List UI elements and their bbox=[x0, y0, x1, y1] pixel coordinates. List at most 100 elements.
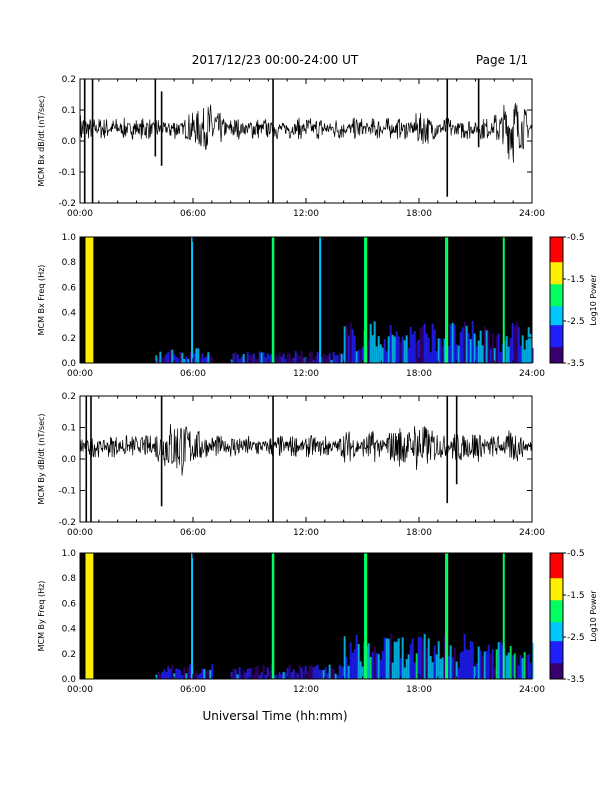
spectrogram-activity-cell bbox=[401, 637, 404, 679]
colorbar-cell bbox=[550, 331, 563, 336]
spectrogram-activity-cell bbox=[423, 323, 426, 363]
spectrogram-activity-cell bbox=[173, 673, 176, 679]
spectrogram-activity-cell bbox=[284, 672, 287, 679]
colorbar-cell bbox=[550, 593, 563, 598]
spectrogram-activity-cell bbox=[473, 333, 476, 363]
spectrogram-activity-cell bbox=[405, 659, 408, 679]
colorbar-cell bbox=[550, 237, 563, 241]
spectrogram-activity-cell bbox=[499, 351, 502, 363]
spectrogram-activity-cell bbox=[447, 345, 450, 363]
spectrogram-activity-cell bbox=[357, 643, 360, 679]
spectrogram-activity-cell bbox=[511, 323, 514, 363]
spectrogram-activity-cell bbox=[330, 668, 333, 679]
spectrogram-activity-cell bbox=[189, 664, 192, 679]
spectrogram-activity-cell bbox=[240, 356, 243, 363]
spectrogram-activity-cell bbox=[209, 669, 212, 679]
colorbar-cell bbox=[550, 322, 563, 326]
spectrogram-activity-cell bbox=[421, 326, 424, 363]
spectrogram-activity-cell bbox=[268, 355, 271, 363]
spectrogram-activity-cell bbox=[497, 333, 500, 363]
spectrogram-streak bbox=[191, 553, 194, 679]
spectrogram-activity-cell bbox=[351, 652, 354, 679]
spectrogram-activity-cell bbox=[469, 339, 472, 363]
colorbar-cell bbox=[550, 584, 563, 589]
spectrogram-activity-cell bbox=[399, 342, 402, 363]
colorbar-cell bbox=[550, 660, 563, 664]
spectrogram-activity-cell bbox=[244, 672, 247, 679]
spectrogram-activity-cell bbox=[254, 667, 257, 679]
colorbar-cell bbox=[550, 277, 563, 282]
spectrogram-activity-cell bbox=[324, 667, 327, 679]
spectrogram-activity-cell bbox=[487, 644, 490, 679]
spectrogram-activity-cell bbox=[268, 670, 271, 679]
spectrogram-activity-cell bbox=[185, 356, 188, 363]
spectrogram-activity-cell bbox=[177, 358, 180, 363]
spectrogram-activity-cell bbox=[441, 657, 444, 679]
spectrogram-activity-cell bbox=[455, 661, 458, 679]
colorbar-cell bbox=[550, 246, 563, 251]
spectrogram-activity-cell bbox=[179, 351, 182, 363]
spectrogram-activity-cell bbox=[461, 327, 464, 363]
spectrogram-activity-cell bbox=[477, 340, 480, 363]
spectrogram-activity-cell bbox=[527, 327, 530, 363]
colorbar-cell bbox=[550, 622, 563, 626]
x-tick-label: 24:00 bbox=[519, 369, 545, 379]
spectrogram-activity-cell bbox=[531, 347, 534, 363]
spectrogram-activity-cell bbox=[407, 654, 410, 679]
spectrogram-activity-cell bbox=[159, 674, 162, 679]
spectrogram-activity-cell bbox=[304, 666, 307, 679]
x-tick-label: 06:00 bbox=[180, 209, 206, 219]
spectrogram-activity-cell bbox=[453, 647, 456, 679]
colorbar-cell bbox=[550, 565, 563, 570]
colorbar-cell bbox=[550, 252, 563, 257]
colorbar-cell bbox=[550, 675, 563, 680]
spectrogram-activity-cell bbox=[336, 355, 339, 363]
spectrogram-activity-cell bbox=[507, 652, 510, 679]
spectrogram-activity-cell bbox=[242, 353, 245, 363]
spectrogram-activity-cell bbox=[236, 354, 239, 363]
colorbar-tick-label: -3.5 bbox=[567, 359, 585, 369]
spectrogram-activity-cell bbox=[451, 322, 454, 363]
spectrogram-activity-cell bbox=[234, 669, 237, 679]
spectrogram-activity-cell bbox=[270, 353, 273, 363]
spectrogram-activity-cell bbox=[201, 353, 204, 363]
spectrogram-activity-cell bbox=[284, 359, 287, 363]
colorbar-cell bbox=[550, 663, 563, 667]
colorbar-cell bbox=[550, 587, 563, 592]
colorbar-cell bbox=[550, 296, 563, 301]
colorbar-cell bbox=[550, 249, 563, 254]
spectrogram-activity-cell bbox=[517, 665, 520, 679]
colorbar-cell bbox=[550, 359, 563, 364]
y-axis-label: MCM Bx dB/dt (nT/sec) bbox=[37, 95, 46, 186]
spectrogram-activity-cell bbox=[419, 636, 422, 679]
colorbar-cell bbox=[550, 656, 563, 661]
spectrogram-activity-cell bbox=[527, 653, 530, 679]
colorbar-cell bbox=[550, 568, 563, 573]
spectrogram-activity-cell bbox=[238, 358, 241, 363]
spectrogram-activity-cell bbox=[205, 671, 208, 679]
spectrogram-activity-cell bbox=[205, 356, 208, 363]
colorbar-frame bbox=[549, 552, 564, 680]
spectrogram-activity-cell bbox=[316, 664, 319, 679]
y-axis-label: MCM By Freq (Hz) bbox=[37, 581, 46, 652]
spectrogram-background bbox=[80, 553, 532, 679]
spectrogram-activity-cell bbox=[175, 668, 178, 679]
spectrogram-activity-cell bbox=[306, 671, 309, 679]
spectrogram-activity-cell bbox=[240, 674, 243, 679]
spectrogram-activity-cell bbox=[411, 333, 414, 363]
spectrogram-activity-cell bbox=[413, 330, 416, 363]
spectrogram-activity-cell bbox=[459, 332, 462, 363]
spectrogram-activity-cell bbox=[294, 351, 297, 363]
colorbar-cell bbox=[550, 353, 563, 358]
spectrogram-activity-cell bbox=[381, 347, 384, 363]
colorbar-cell bbox=[550, 300, 563, 304]
colorbar-cell bbox=[550, 653, 563, 658]
spectrogram-activity-cell bbox=[517, 327, 520, 363]
spectrogram-activity-cell bbox=[343, 636, 346, 679]
spectrogram-activity-cell bbox=[292, 357, 295, 363]
spectrogram-activity-cell bbox=[203, 669, 206, 679]
colorbar-cell bbox=[550, 262, 563, 266]
spectrogram-activity-cell bbox=[187, 666, 190, 679]
colorbar-cell bbox=[550, 337, 563, 342]
spectrogram-activity-cell bbox=[465, 325, 468, 363]
